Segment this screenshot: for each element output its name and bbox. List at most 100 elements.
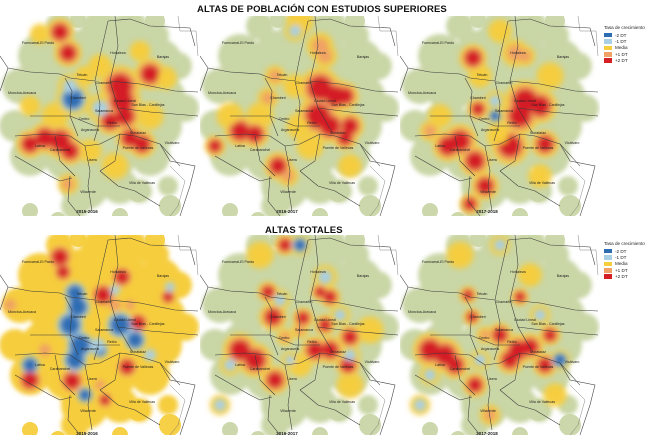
district-label: Latina: [435, 144, 445, 148]
swatch-icon: [604, 268, 612, 273]
map-canvas: Fuencarral-El Pardo Hortaleza Barajas Tetuá…: [0, 235, 199, 435]
district-label: Carabanchel: [250, 148, 271, 152]
district-label: Moncloa-Aravaca: [208, 310, 236, 314]
district-label: Villaverde: [80, 190, 96, 194]
district-label: Puente de Vallecas: [523, 146, 554, 150]
map-canvas: Fuencarral-El Pardo Hortaleza Barajas Tetuá…: [200, 16, 399, 216]
legend-item: -1 DT: [604, 254, 645, 260]
district-label: Puente de Vallecas: [323, 146, 354, 150]
district-label: Moratalaz: [530, 131, 546, 135]
district-label: Barajas: [557, 55, 569, 59]
swatch-icon: [604, 32, 612, 38]
district-label: Ciudad Lineal: [114, 318, 136, 322]
district-label: Vicálvaro: [365, 141, 380, 145]
section-title-altas-totales: ALTAS TOTALES: [265, 225, 343, 236]
district-label: Chamberí: [70, 315, 86, 319]
heatmap-totales-2016-2017: Fuencarral-El Pardo Hortaleza Barajas Tetuá…: [200, 235, 400, 435]
district-label: Retiro: [507, 340, 517, 344]
district-label: Chamartín: [496, 300, 513, 304]
district-label: Puente de Vallecas: [123, 365, 154, 369]
district-label: Villaverde: [280, 409, 296, 413]
district-label: Centro: [279, 117, 290, 121]
district-label: Salamanca: [95, 328, 113, 332]
district-label: Barajas: [157, 55, 169, 59]
legend-item: -2 DT: [604, 32, 645, 38]
district-label: Arganzuela: [281, 347, 299, 351]
legend-item: +1 DT: [604, 267, 645, 273]
district-label: San Blas - Canillejas: [131, 322, 164, 326]
district-label: Retiro: [307, 340, 317, 344]
district-label: Moncloa-Aravaca: [8, 91, 36, 95]
period-label: 2017-2018: [476, 431, 498, 436]
period-label: 2016-2017: [276, 431, 298, 436]
period-label: 2016-2017: [276, 209, 298, 214]
district-label: Vicálvaro: [165, 141, 180, 145]
district-label: Villaverde: [80, 409, 96, 413]
district-label: Barajas: [557, 274, 569, 278]
district-label: Moncloa-Aravaca: [408, 91, 436, 95]
district-label: Usera: [87, 377, 97, 381]
district-label: Chamberí: [470, 315, 486, 319]
district-label: Latina: [235, 363, 245, 367]
district-label: Chamberí: [70, 96, 86, 100]
legend-item: +2 DT: [604, 274, 645, 280]
heatmap-estudios-2015-2016: Fuencarral-El Pardo Hortaleza Barajas Tetuá…: [0, 16, 200, 216]
district-label: Moncloa-Aravaca: [8, 310, 36, 314]
district-label: Arganzuela: [81, 128, 99, 132]
period-label: 2015-2016: [76, 209, 98, 214]
district-label: Moratalaz: [130, 131, 146, 135]
district-label: Fuencarral-El Pardo: [422, 260, 454, 264]
district-label: Hortaleza: [510, 270, 525, 274]
district-label: Fuencarral-El Pardo: [22, 41, 54, 45]
district-label: Vicálvaro: [365, 360, 380, 364]
district-label: San Blas - Canillejas: [131, 103, 164, 107]
legend-title: Tasa de crecimiento: [604, 25, 645, 30]
district-label: Hortaleza: [310, 51, 325, 55]
heatmap-totales-2017-2018: Fuencarral-El Pardo Hortaleza Barajas Tetuá…: [400, 235, 600, 435]
district-label: Villaverde: [480, 190, 496, 194]
legend-item: +1 DT: [604, 51, 645, 57]
district-label: Moncloa-Aravaca: [208, 91, 236, 95]
legend-item: -2 DT: [604, 248, 645, 254]
district-label: Chamberí: [470, 96, 486, 100]
district-label: Retiro: [507, 121, 517, 125]
district-label: Usera: [487, 158, 497, 162]
district-label: San Blas - Canillejas: [531, 322, 564, 326]
district-label: Retiro: [107, 121, 117, 125]
district-label: Villa de Vallecas: [529, 181, 555, 185]
district-label: Puente de Vallecas: [323, 365, 354, 369]
swatch-icon: [604, 39, 612, 44]
district-label: Hortaleza: [510, 51, 525, 55]
district-label: Carabanchel: [250, 367, 271, 371]
district-label: Moncloa-Aravaca: [408, 310, 436, 314]
swatch-icon: [604, 274, 612, 280]
legend-item: Media: [604, 261, 645, 267]
district-label: Puente de Vallecas: [523, 365, 554, 369]
district-label: Latina: [35, 144, 45, 148]
district-label: Retiro: [307, 121, 317, 125]
district-label: Tetuán: [277, 292, 288, 296]
map-canvas: Fuencarral-El Pardo Hortaleza Barajas Tetuá…: [0, 16, 199, 216]
district-label: Usera: [87, 158, 97, 162]
district-label: Moratalaz: [530, 350, 546, 354]
district-label: Arganzuela: [481, 347, 499, 351]
district-label: Centro: [479, 336, 490, 340]
swatch-icon: [604, 248, 612, 254]
district-label: Tetuán: [477, 73, 488, 77]
swatch-icon: [604, 58, 612, 64]
district-label: San Blas - Canillejas: [531, 103, 564, 107]
district-label: Salamanca: [295, 109, 313, 113]
district-label: Usera: [287, 158, 297, 162]
section-title-estudios-superiores: ALTAS DE POBLACIÓN CON ESTUDIOS SUPERIOR…: [197, 4, 447, 15]
district-label: Salamanca: [495, 328, 513, 332]
heatmap-estudios-2017-2018: Fuencarral-El Pardo Hortaleza Barajas Tetuá…: [400, 16, 600, 216]
district-label: Carabanchel: [450, 148, 471, 152]
district-label: Chamberí: [270, 96, 286, 100]
map-canvas: Fuencarral-El Pardo Hortaleza Barajas Tetuá…: [200, 235, 399, 435]
district-label: San Blas - Canillejas: [331, 322, 364, 326]
district-label: Chamartín: [96, 300, 113, 304]
district-label: Arganzuela: [481, 128, 499, 132]
district-label: Centro: [279, 336, 290, 340]
swatch-icon: [604, 261, 612, 267]
district-label: Ciudad Lineal: [314, 318, 336, 322]
